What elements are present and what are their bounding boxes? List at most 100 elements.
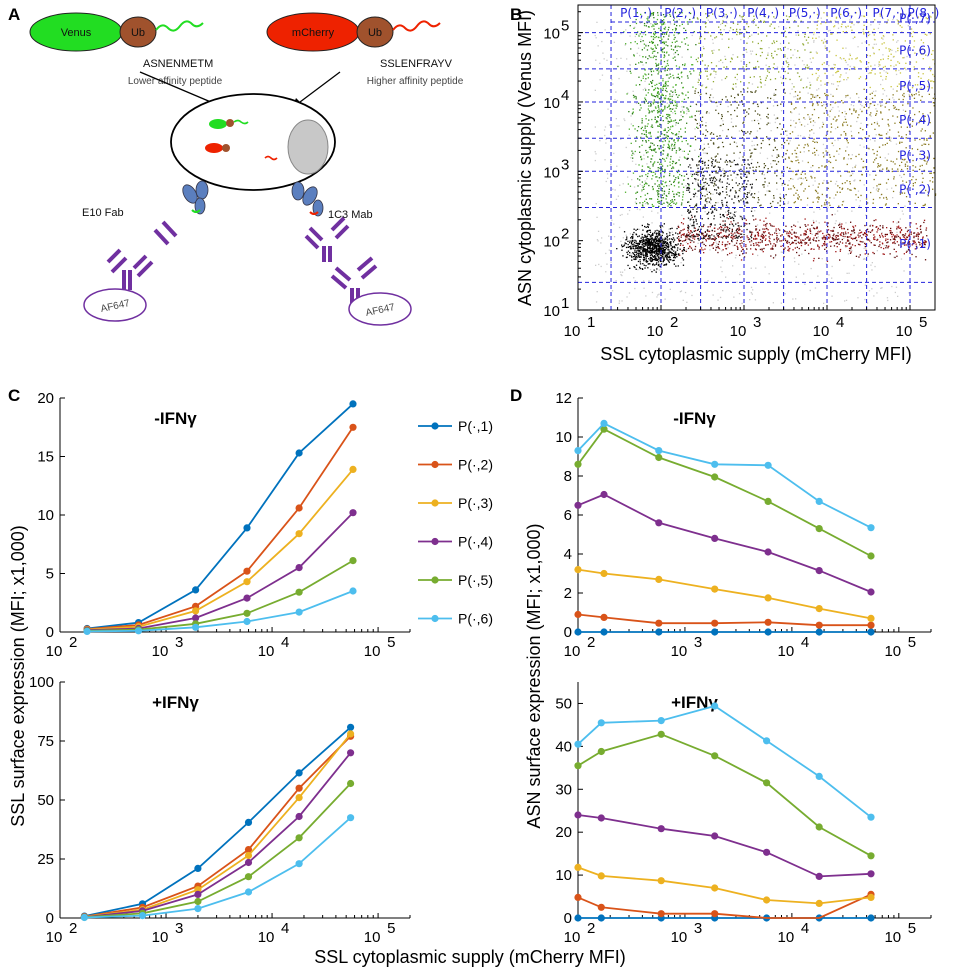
event-dot-green xyxy=(681,100,683,103)
event-dot-yellow xyxy=(736,145,738,148)
event-dot-core xyxy=(712,178,714,180)
event-dot-green xyxy=(665,136,667,139)
event-dot-yellow xyxy=(922,204,924,207)
event-dot-background xyxy=(618,125,620,127)
event-dot-background xyxy=(906,55,908,58)
event-dot-core xyxy=(657,255,659,257)
event-dot-yellow xyxy=(865,198,868,200)
event-dot-background xyxy=(774,118,777,120)
event-dot-yellow xyxy=(827,114,829,116)
event-dot-green xyxy=(667,74,669,76)
event-dot-yellow xyxy=(789,26,791,29)
event-dot-yellow xyxy=(825,195,828,197)
event-dot-green xyxy=(617,65,619,68)
event-dot-green xyxy=(642,129,645,132)
event-dot-red xyxy=(713,242,715,244)
event-dot-red xyxy=(920,225,922,227)
event-dot-green xyxy=(664,171,666,174)
event-dot-yellow xyxy=(835,101,837,103)
event-dot-yellow xyxy=(717,147,719,149)
event-dot-green xyxy=(660,100,662,102)
event-dot-green xyxy=(654,96,657,98)
event-dot-core xyxy=(696,211,698,213)
event-dot-red xyxy=(792,249,794,251)
event-dot-green xyxy=(652,163,654,166)
event-dot-core xyxy=(740,225,742,227)
event-dot-green xyxy=(635,202,638,205)
event-dot-background xyxy=(776,66,779,68)
event-dot-background xyxy=(595,37,597,39)
event-dot-yellow xyxy=(918,91,920,93)
event-dot-green xyxy=(681,202,683,204)
event-dot-core xyxy=(646,230,648,232)
event-dot-background xyxy=(882,54,884,56)
event-dot-core xyxy=(644,225,646,228)
event-dot-red xyxy=(827,229,830,231)
event-dot-yellow xyxy=(715,202,717,204)
event-dot-yellow xyxy=(836,88,838,90)
event-dot-core xyxy=(621,246,623,248)
event-dot-yellow xyxy=(836,119,838,121)
event-dot-green xyxy=(657,102,659,104)
event-dot-yellow xyxy=(710,73,712,75)
event-dot-yellow xyxy=(899,193,901,195)
event-dot-green xyxy=(677,76,680,78)
event-dot-background xyxy=(876,187,878,189)
event-dot-background xyxy=(649,56,651,58)
event-dot-background xyxy=(874,140,876,142)
event-dot-red xyxy=(842,235,844,237)
event-dot-green xyxy=(669,158,672,160)
event-dot-yellow xyxy=(813,108,816,111)
event-dot-red xyxy=(771,234,773,236)
event-dot-background xyxy=(746,174,748,176)
event-dot-green xyxy=(671,138,673,140)
event-dot-background xyxy=(801,60,804,62)
event-dot-yellow xyxy=(843,121,845,123)
event-dot-red xyxy=(910,231,912,233)
event-dot-red xyxy=(886,233,888,236)
event-dot-green xyxy=(669,15,672,17)
event-dot-background xyxy=(877,103,879,106)
event-dot-background xyxy=(708,112,710,114)
event-dot-green xyxy=(672,49,675,51)
event-dot-yellow xyxy=(855,110,857,112)
event-dot-green xyxy=(689,150,691,152)
event-dot-background xyxy=(594,151,596,153)
event-dot-red xyxy=(726,254,729,256)
event-dot-red xyxy=(902,236,905,238)
event-dot-background xyxy=(844,300,846,302)
event-dot-core xyxy=(731,217,733,219)
event-dot-yellow xyxy=(796,147,798,149)
event-dot-green xyxy=(674,142,676,144)
event-dot-yellow xyxy=(767,168,769,170)
event-dot-red xyxy=(726,243,728,246)
event-dot-green xyxy=(655,55,657,58)
event-dot-red xyxy=(848,240,850,242)
event-dot-green xyxy=(640,40,642,43)
event-dot-yellow xyxy=(771,52,773,55)
event-dot-core xyxy=(710,208,712,210)
event-dot-yellow xyxy=(706,17,708,19)
event-dot-red xyxy=(908,242,910,244)
event-dot-background xyxy=(625,29,627,31)
event-dot-yellow xyxy=(872,198,875,201)
event-dot-green xyxy=(658,205,660,208)
event-dot-red xyxy=(845,233,847,235)
event-dot-yellow xyxy=(890,86,892,88)
event-dot-yellow xyxy=(844,59,847,62)
event-dot-background xyxy=(608,124,611,126)
event-dot-green xyxy=(645,174,647,176)
event-dot-background xyxy=(638,228,641,231)
ssl-peptide-tail xyxy=(392,20,441,32)
event-dot-green xyxy=(652,101,654,103)
higher-affinity-note: Higher affinity peptide xyxy=(367,76,464,87)
event-dot-red xyxy=(874,236,876,238)
event-dot-core xyxy=(679,248,681,250)
event-dot-green xyxy=(684,157,686,159)
event-dot-background xyxy=(632,238,634,240)
event-dot-core xyxy=(649,251,651,254)
event-dot-yellow xyxy=(736,28,738,30)
event-dot-green xyxy=(644,73,646,75)
event-dot-core xyxy=(655,250,658,252)
event-dot-core xyxy=(704,164,706,166)
